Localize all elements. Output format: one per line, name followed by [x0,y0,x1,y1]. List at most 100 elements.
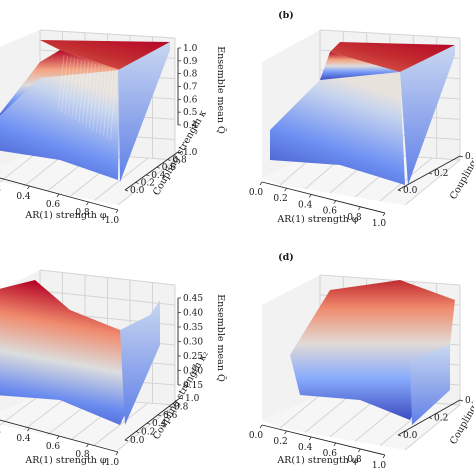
x-tick-label: 0.2 [0,426,1,436]
surface-a-mesh [61,55,68,113]
z-axis-label: Ensemble mean Q̄ [215,46,227,134]
y-tick-label: 0.0 [130,436,145,446]
y-tick-label: 1.0 [185,394,200,404]
surface-a-ridge [0,50,120,116]
y-tick-label: 0.2 [141,178,155,188]
y-tick-label: 0.2 [434,414,448,424]
x-tick-label: 0.6 [323,449,338,459]
y-tick-mark [124,439,129,442]
x-tick-label: 1.0 [372,219,387,229]
x-tick-mark [358,206,361,210]
floor-pane [0,150,175,205]
x-tick-label: 0.8 [75,208,90,218]
surface-b-ridge [320,52,400,80]
y-tick-mark [179,397,184,400]
surface-a-mesh [82,61,89,125]
x-tick-label: 0.4 [298,200,313,210]
z-tick-label: 0.30 [183,338,203,348]
surface-a-mesh [64,56,72,115]
z-tick-label: 0.5 [183,108,198,118]
x-tick-mark [56,193,60,198]
grid-line [304,396,349,433]
x-tick-label: 0.4 [16,192,31,202]
y-tick-mark [428,172,433,175]
surface-b-front [270,72,405,185]
y-tick-mark [135,182,139,184]
surface-c-side [120,300,160,425]
x-tick-mark [358,448,361,453]
surface-b-top [330,42,455,72]
y-tick-label: 0.6 [163,411,178,421]
surface-a-mesh [106,68,114,139]
grid-line [94,157,149,201]
y-tick-label: 0.8 [172,156,187,166]
y-tick-mark [397,434,402,437]
surface-a-mesh [99,66,107,135]
surface-d-side [410,345,450,425]
grid-line [404,159,461,206]
surface-a-mesh [110,69,117,141]
y-tick-mark [156,166,160,169]
x-tick-label: 1.0 [105,458,120,468]
z-tick-label: 0.15 [183,381,203,391]
z-tick-label: 0.6 [183,95,198,105]
grid-line [23,396,68,431]
x-axis-label: AR(1) strength φ [276,455,359,466]
x-tick-label: 0.8 [347,213,362,223]
y-tick-label: 0.8 [174,402,189,412]
x-tick-label: 1.0 [372,461,387,471]
grid-line [39,290,176,306]
y-tick-mark [157,414,162,417]
y-tick-mark [167,159,171,161]
z-tick-label: 0.20 [183,367,203,377]
z-axis-label: Ensemble mean Q̄ [215,294,227,382]
surface-a-mesh [85,62,93,127]
x-axis-line [261,424,386,456]
y-tick-mark [397,189,402,192]
x-tick-mark [259,181,263,186]
x-tick-mark [284,430,287,435]
x-tick-label: 0.4 [298,443,313,453]
x-axis-label: AR(1) strength φ [24,455,107,466]
x-tick-mark [115,209,119,214]
x-tick-label: 1.0 [105,216,120,226]
x-tick-mark [333,200,337,204]
x-tick-label: 0.8 [75,450,90,460]
x-tick-label: 0.2 [273,437,287,447]
x-tick-mark [56,435,60,440]
y-tick-mark [146,422,151,425]
surface-a-mesh [71,58,79,119]
z-tick-label: 0.4 [183,121,198,131]
y-tick-label: 0.2 [141,428,155,438]
y-tick-mark [124,189,129,192]
grid-line [319,274,461,286]
x-tick-label: 0.0 [249,188,264,198]
x-tick-mark [27,427,30,432]
y-tick-mark [168,406,173,408]
y-tick-label: 0.0 [403,186,418,196]
surface-a-mesh [89,63,96,129]
z-tick-label: 0.45 [183,294,203,304]
grid-line [39,269,176,286]
x-tick-label: 0.6 [323,207,338,217]
grid-line [39,29,176,39]
surface-a-mesh [75,59,82,121]
x-axis-label: AR(1) strength φ [276,214,359,225]
surface-a-mesh [103,67,110,137]
y-tick-label: 0.4 [465,152,474,162]
x-tick-label: 0.8 [347,455,362,465]
z-tick-label: 0.35 [183,323,203,333]
surface-c [0,280,155,425]
y-tick-mark [428,417,433,419]
grid-line [117,404,176,451]
grid-line [279,394,321,429]
y-tick-label: 1.0 [183,148,198,158]
x-axis-line [261,181,386,214]
z-tick-label: 0.9 [183,57,198,67]
y-tick-mark [459,155,464,158]
surface-a-mesh [92,64,100,131]
x-tick-mark [308,436,312,441]
y-tick-label: 0.6 [162,163,177,173]
